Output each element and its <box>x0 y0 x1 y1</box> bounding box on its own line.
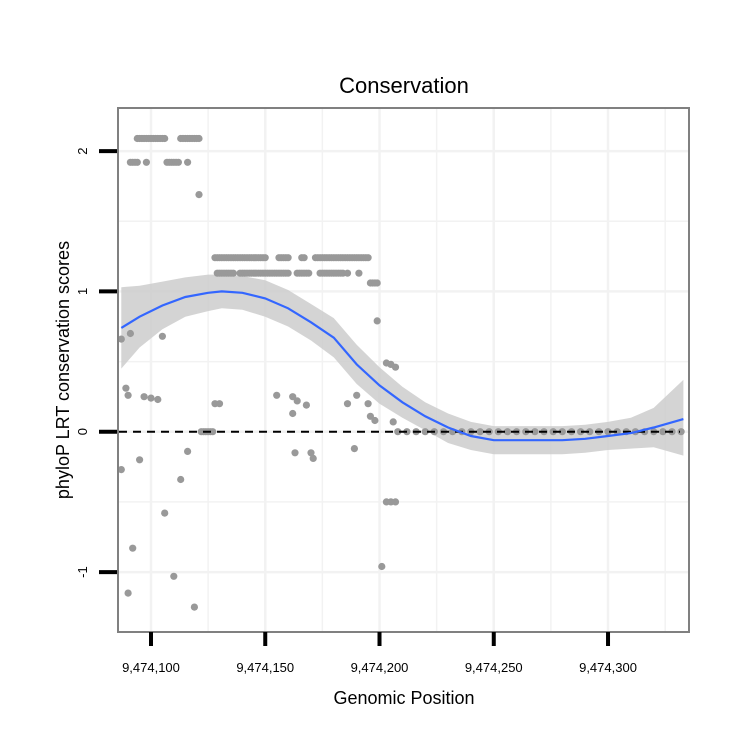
data-point <box>305 269 313 277</box>
y-tick-label: 0 <box>75 428 90 435</box>
data-point <box>371 416 379 425</box>
chart-title: Conservation <box>339 73 469 98</box>
data-point <box>215 400 224 408</box>
data-point <box>177 475 185 484</box>
data-point <box>124 391 132 399</box>
data-point <box>161 509 169 517</box>
data-point <box>122 384 130 392</box>
data-point <box>355 269 363 277</box>
data-point <box>284 269 292 277</box>
data-point <box>284 254 292 262</box>
data-point <box>677 428 685 436</box>
data-point <box>184 158 192 166</box>
data-point <box>147 394 155 402</box>
smooth-line-layer <box>119 290 684 442</box>
data-point <box>421 428 429 436</box>
y-tick-label: 1 <box>75 288 90 295</box>
data-point <box>586 428 594 436</box>
data-point <box>350 445 358 453</box>
x-tick-label: 9,474,100 <box>122 660 180 675</box>
x-tick-label: 9,474,150 <box>236 660 294 675</box>
data-point <box>170 572 178 580</box>
data-point <box>394 428 402 436</box>
data-point <box>117 335 125 343</box>
scatter-points <box>117 134 685 611</box>
data-point <box>343 269 352 277</box>
data-point <box>293 397 301 405</box>
data-point <box>136 456 144 464</box>
confidence-band <box>121 274 684 456</box>
data-point <box>366 412 374 420</box>
data-point <box>289 393 297 401</box>
data-point <box>174 158 182 166</box>
data-point <box>289 409 297 418</box>
data-point <box>659 428 667 436</box>
data-point <box>291 449 299 457</box>
data-point <box>302 401 310 409</box>
data-point <box>373 279 381 287</box>
data-point <box>577 428 585 436</box>
x-tick-label: 9,474,250 <box>465 660 523 675</box>
data-point <box>117 466 125 474</box>
data-point <box>129 544 137 552</box>
data-point <box>364 254 372 262</box>
data-point <box>133 158 141 166</box>
data-point <box>531 428 539 436</box>
data-point <box>378 562 386 571</box>
data-point <box>558 428 566 436</box>
data-point <box>158 332 166 340</box>
data-point <box>604 428 612 436</box>
data-point <box>309 454 317 462</box>
data-point <box>391 498 400 506</box>
x-tick-label: 9,474,300 <box>579 660 637 675</box>
data-point <box>190 603 198 611</box>
axes: 9,474,100 9,474,150 9,474,200 9,474,250 9,47… <box>75 147 637 675</box>
data-point <box>273 391 281 399</box>
y-axis-title: phyloP LRT conservation scores <box>53 241 73 499</box>
data-point <box>154 395 162 404</box>
data-point <box>195 191 203 199</box>
data-point <box>353 391 361 399</box>
confidence-band-layer <box>121 274 684 456</box>
data-point <box>373 317 381 325</box>
data-point <box>184 447 192 455</box>
data-point <box>503 428 512 436</box>
data-point <box>389 418 397 426</box>
data-point <box>229 269 237 277</box>
data-point <box>195 134 203 143</box>
data-point <box>261 254 269 262</box>
data-point <box>476 428 484 436</box>
data-point <box>300 254 308 262</box>
data-point <box>343 400 352 408</box>
x-tick-label: 9,474,200 <box>351 660 409 675</box>
panel-border <box>117 107 690 633</box>
data-point <box>140 393 148 401</box>
x-axis-title: Genomic Position <box>333 688 474 708</box>
data-point <box>364 400 372 408</box>
data-point <box>161 134 169 143</box>
data-point <box>142 158 150 166</box>
y-tick-label: 2 <box>75 147 90 154</box>
data-point <box>391 363 400 371</box>
data-point <box>307 449 315 457</box>
loess-smooth-line <box>120 290 684 442</box>
data-point <box>126 329 134 338</box>
data-point <box>124 589 132 597</box>
data-point <box>209 428 217 436</box>
y-tick-label: -1 <box>75 566 90 578</box>
